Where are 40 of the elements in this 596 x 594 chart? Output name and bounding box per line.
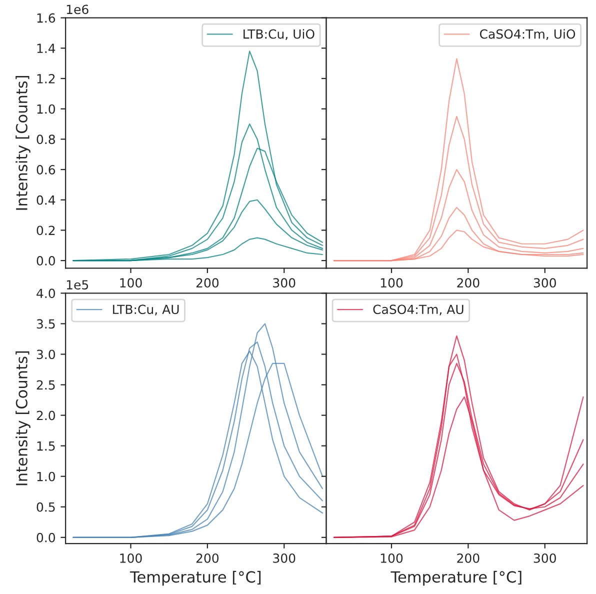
y-axis-title: Intensity [Counts] [16, 351, 30, 486]
x-tick-label: 200 [196, 278, 219, 288]
y-tick-label: 0.0 [36, 256, 56, 266]
y-tick-label: 0.8 [36, 134, 55, 144]
x-tick-label: 300 [534, 553, 556, 563]
y-tick-label: 0.2 [36, 226, 55, 236]
y-tick-label: 0.4 [36, 195, 56, 205]
x-tick-label: 100 [380, 278, 403, 288]
legend-label: LTB:Cu, UiO [244, 29, 314, 40]
x-tick-label: 100 [120, 278, 142, 288]
y-tick-label: 1.0 [37, 104, 56, 114]
x-tick-label: 200 [196, 553, 219, 563]
x-tick-label: 200 [457, 553, 480, 563]
y-tick-label: 1.0 [37, 472, 56, 482]
x-axis-title: Temperature [°C] [390, 570, 522, 586]
y-tick-label: 3.5 [36, 319, 55, 329]
x-axis-title: Temperature [°C] [130, 570, 261, 586]
y-tick-label: 1.4 [37, 44, 56, 53]
y-tick-label: 4.0 [36, 288, 56, 298]
text: 1e6 [66, 4, 88, 14]
x-tick-label: 300 [273, 553, 296, 563]
y-tick-label: 1.6 [37, 13, 56, 23]
y-tick-label: 0.6 [36, 165, 56, 174]
y-tick-label: 1.2 [37, 74, 55, 84]
x-tick-label: 300 [534, 278, 556, 288]
y-tick-label: 1.5 [37, 441, 55, 451]
legend-label: CaSO4:Tm, UiO [480, 29, 576, 40]
x-tick-label: 100 [380, 553, 403, 563]
y-tick-label: 2.5 [36, 380, 55, 390]
y-tick-label: 0.5 [36, 502, 55, 512]
legend-label: LTB:Cu, AU [113, 304, 179, 316]
y-axis-title: Intensity [Counts] [16, 76, 30, 210]
x-tick-label: 100 [120, 553, 142, 563]
x-tick-label: 200 [457, 278, 480, 288]
y-tick-label: 2.0 [36, 410, 56, 420]
legend-label: CaSO4:Tm, AU [373, 304, 464, 316]
y-tick-label: 3.0 [36, 350, 56, 360]
x-tick-label: 300 [273, 278, 296, 288]
y-tick-label: 0.0 [36, 532, 56, 542]
text: 1e5 [66, 280, 88, 290]
